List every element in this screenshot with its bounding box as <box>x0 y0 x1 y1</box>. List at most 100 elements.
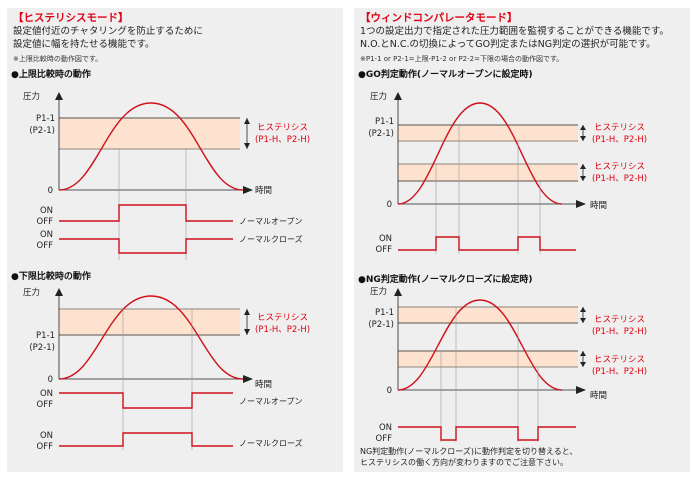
output2-name: ノーマルクローズ <box>239 438 303 448</box>
hysteresis-mode-title: 【ヒステリシスモード】 <box>13 12 129 24</box>
time-label: 時間 <box>255 380 272 390</box>
go-judgement-heading: ●GO判定動作(ノーマルオープンに設定時) <box>358 70 533 80</box>
lower-hysteresis-label-2: (P1-H、P2-H) <box>592 174 647 184</box>
normally-open-output <box>59 204 233 222</box>
output2-off-label: OFF <box>37 241 54 251</box>
hysteresis-label-1: ヒステリシス <box>257 123 308 133</box>
hysteresis-mode-panel: 【ヒステリシスモード】 設定値付近のチャタリングを防止するために 設定値に幅を持… <box>7 8 343 472</box>
zero-label: 0 <box>48 375 53 385</box>
time-axis-arrow <box>243 375 253 383</box>
lower-compare-diagram: 圧力 P1-1 (P2-1) 0 時間 ヒステリシス (P1-H、P2-H) O… <box>23 287 310 452</box>
window-mode-title: 【ウィンドコンパレータモード】 <box>360 12 518 24</box>
ng-judgement-diagram: 圧力 P1-1 (P2-1) 0 時間 ヒステ <box>368 286 647 444</box>
zero-label: 0 <box>387 386 392 396</box>
pressure-curve <box>58 102 244 191</box>
go-output-signal <box>398 236 576 251</box>
pressure-axis-arrow <box>394 92 402 100</box>
output2-on-label: ON <box>40 431 53 441</box>
upper-arrow-down <box>580 136 586 141</box>
lower-arrow-down <box>580 362 586 367</box>
pressure-axis-arrow <box>394 288 402 296</box>
hysteresis-note: ※上限比較時の動作図です。 <box>13 55 103 63</box>
pressure-curve <box>397 102 563 205</box>
upper-hysteresis-band <box>398 307 578 323</box>
hysteresis-label-2: (P1-H、P2-H) <box>255 325 310 335</box>
upper-arrow-up <box>580 307 586 312</box>
normally-open-output <box>59 392 233 409</box>
pressure-axis-arrow <box>55 288 63 296</box>
output1-off-label: OFF <box>37 217 54 227</box>
setpoint-label-2: (P2-1) <box>29 126 55 136</box>
footer-line-1: NG判定動作(ノーマルクローズ)に動作判定を切り替えると、 <box>360 447 578 456</box>
output1-off-label: OFF <box>37 400 54 410</box>
hysteresis-desc-line-1: 設定値付近のチャタリングを防止するために <box>13 26 203 37</box>
lower-compare-heading: ●下限比較時の動作 <box>11 272 91 282</box>
lower-hysteresis-band <box>398 164 578 181</box>
setpoint-label-1: P1-1 <box>36 114 55 124</box>
y-axis-label: 圧力 <box>370 91 387 102</box>
lower-arrow-up <box>580 351 586 356</box>
output1-on-label: ON <box>40 206 53 216</box>
go-judgement-diagram: 圧力 P1-1 (P2-1) 0 時間 ヒステ <box>368 91 647 255</box>
time-label: 時間 <box>590 391 607 401</box>
upper-arrow-down <box>580 318 586 323</box>
hysteresis-band <box>59 309 240 335</box>
pressure-curve <box>397 299 563 391</box>
pressure-axis-arrow <box>55 92 63 100</box>
hysteresis-band <box>59 118 240 149</box>
lower-arrow-up <box>580 164 586 169</box>
output-off-label: OFF <box>376 434 393 444</box>
time-label: 時間 <box>590 201 607 211</box>
hysteresis-label-2: (P1-H、P2-H) <box>255 135 310 145</box>
upper-hysteresis-label-1: ヒステリシス <box>594 315 645 325</box>
window-desc-line-2: N.O.とN.C.の切換によってGO判定またはNG判定の選択が可能です。 <box>360 39 656 50</box>
setpoint-label-2: (P2-1) <box>29 343 55 353</box>
zero-label: 0 <box>387 200 392 210</box>
output2-name: ノーマルクローズ <box>239 234 303 244</box>
setpoint-label-1: P1-1 <box>375 117 394 127</box>
time-axis-arrow <box>576 200 586 208</box>
y-axis-label: 圧力 <box>23 91 40 102</box>
y-axis-label: 圧力 <box>23 287 40 298</box>
setpoint-label-1: P1-1 <box>36 331 55 341</box>
lower-hysteresis-label-1: ヒステリシス <box>594 162 645 172</box>
footer-line-2: ヒステリシスの働く方向が変わりますのでご注意下さい。 <box>360 458 568 467</box>
upper-hysteresis-label-2: (P1-H、P2-H) <box>592 327 647 337</box>
output1-name: ノーマルオープン <box>239 397 303 406</box>
upper-arrow-up <box>580 125 586 130</box>
setpoint-label-2: (P2-1) <box>368 129 394 139</box>
upper-hysteresis-band <box>398 125 578 141</box>
lower-arrow-down <box>580 176 586 181</box>
output2-on-label: ON <box>40 230 53 240</box>
normally-closed-output <box>59 238 233 254</box>
hysteresis-arrow-down <box>244 143 250 149</box>
lower-hysteresis-label-2: (P1-H、P2-H) <box>592 367 647 377</box>
window-note: ※P1-1 or P2-1=上限-P1-2 or P2-2=下限の場合の動作図で… <box>360 55 564 63</box>
hysteresis-label-1: ヒステリシス <box>257 313 308 323</box>
output1-on-label: ON <box>40 389 53 399</box>
time-axis-arrow <box>243 186 253 194</box>
hysteresis-arrow-up <box>244 309 250 315</box>
time-axis-arrow <box>576 386 586 394</box>
upper-compare-diagram: 圧力 P1-1 (P2-1) 0 時間 ヒステリシス (P1-H、P2-H) O… <box>23 91 310 260</box>
upper-compare-heading: ●上限比較時の動作 <box>11 70 91 80</box>
setpoint-label-2: (P2-1) <box>368 320 394 330</box>
ng-judgement-heading: ●NG判定動作(ノーマルクローズに設定時) <box>358 275 533 285</box>
hysteresis-arrow-down <box>244 329 250 335</box>
ng-output-signal <box>398 426 576 441</box>
lower-hysteresis-band <box>398 351 578 367</box>
hysteresis-arrow-up <box>244 118 250 124</box>
output-on-label: ON <box>379 423 392 433</box>
hysteresis-desc-line-2: 設定値に幅を持たせる機能です。 <box>13 39 155 50</box>
setpoint-label-1: P1-1 <box>375 308 394 318</box>
normally-closed-output <box>59 432 233 447</box>
output-off-label: OFF <box>376 245 393 255</box>
output-on-label: ON <box>379 234 392 244</box>
zero-label: 0 <box>48 186 53 196</box>
upper-hysteresis-label-1: ヒステリシス <box>594 123 645 133</box>
output1-name: ノーマルオープン <box>239 217 303 226</box>
output2-off-label: OFF <box>37 442 54 452</box>
pressure-curve <box>58 295 244 380</box>
upper-hysteresis-label-2: (P1-H、P2-H) <box>592 135 647 145</box>
window-comparator-panel: 【ウィンドコンパレータモード】 1つの設定出力で指定された圧力範囲を監視すること… <box>354 8 690 472</box>
